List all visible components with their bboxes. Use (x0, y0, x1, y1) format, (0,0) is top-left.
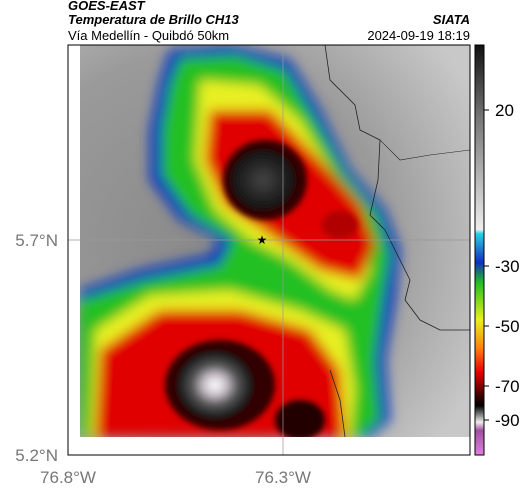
subtitle: Temperatura de Brillo CH13 (68, 12, 240, 27)
route: Vía Medellín - Quibdó 50km (68, 28, 229, 43)
station-marker: ★ (257, 233, 268, 247)
colorbar-ticks: 20 -30 -50 -70 -90 (484, 101, 520, 430)
colorbar-tick-label: -90 (495, 411, 520, 430)
lat-label: 5.7°N (15, 231, 58, 250)
lat-label: 5.2°N (15, 446, 58, 465)
timestamp: 2024-09-19 18:19 (367, 28, 470, 43)
lon-label: 76.3°W (255, 468, 311, 487)
colorbar-tick-label: -70 (495, 377, 520, 396)
colorbar (474, 44, 485, 456)
colorbar-tick-label: -30 (495, 257, 520, 276)
colorbar-tick-label: -50 (495, 317, 520, 336)
colorbar-tick-label: 20 (495, 101, 514, 120)
satellite-image (80, 45, 470, 437)
title: GOES-EAST (68, 0, 146, 13)
source: SIATA (433, 12, 470, 27)
map-frame (67, 44, 471, 456)
lon-label: 76.8°W (40, 468, 96, 487)
